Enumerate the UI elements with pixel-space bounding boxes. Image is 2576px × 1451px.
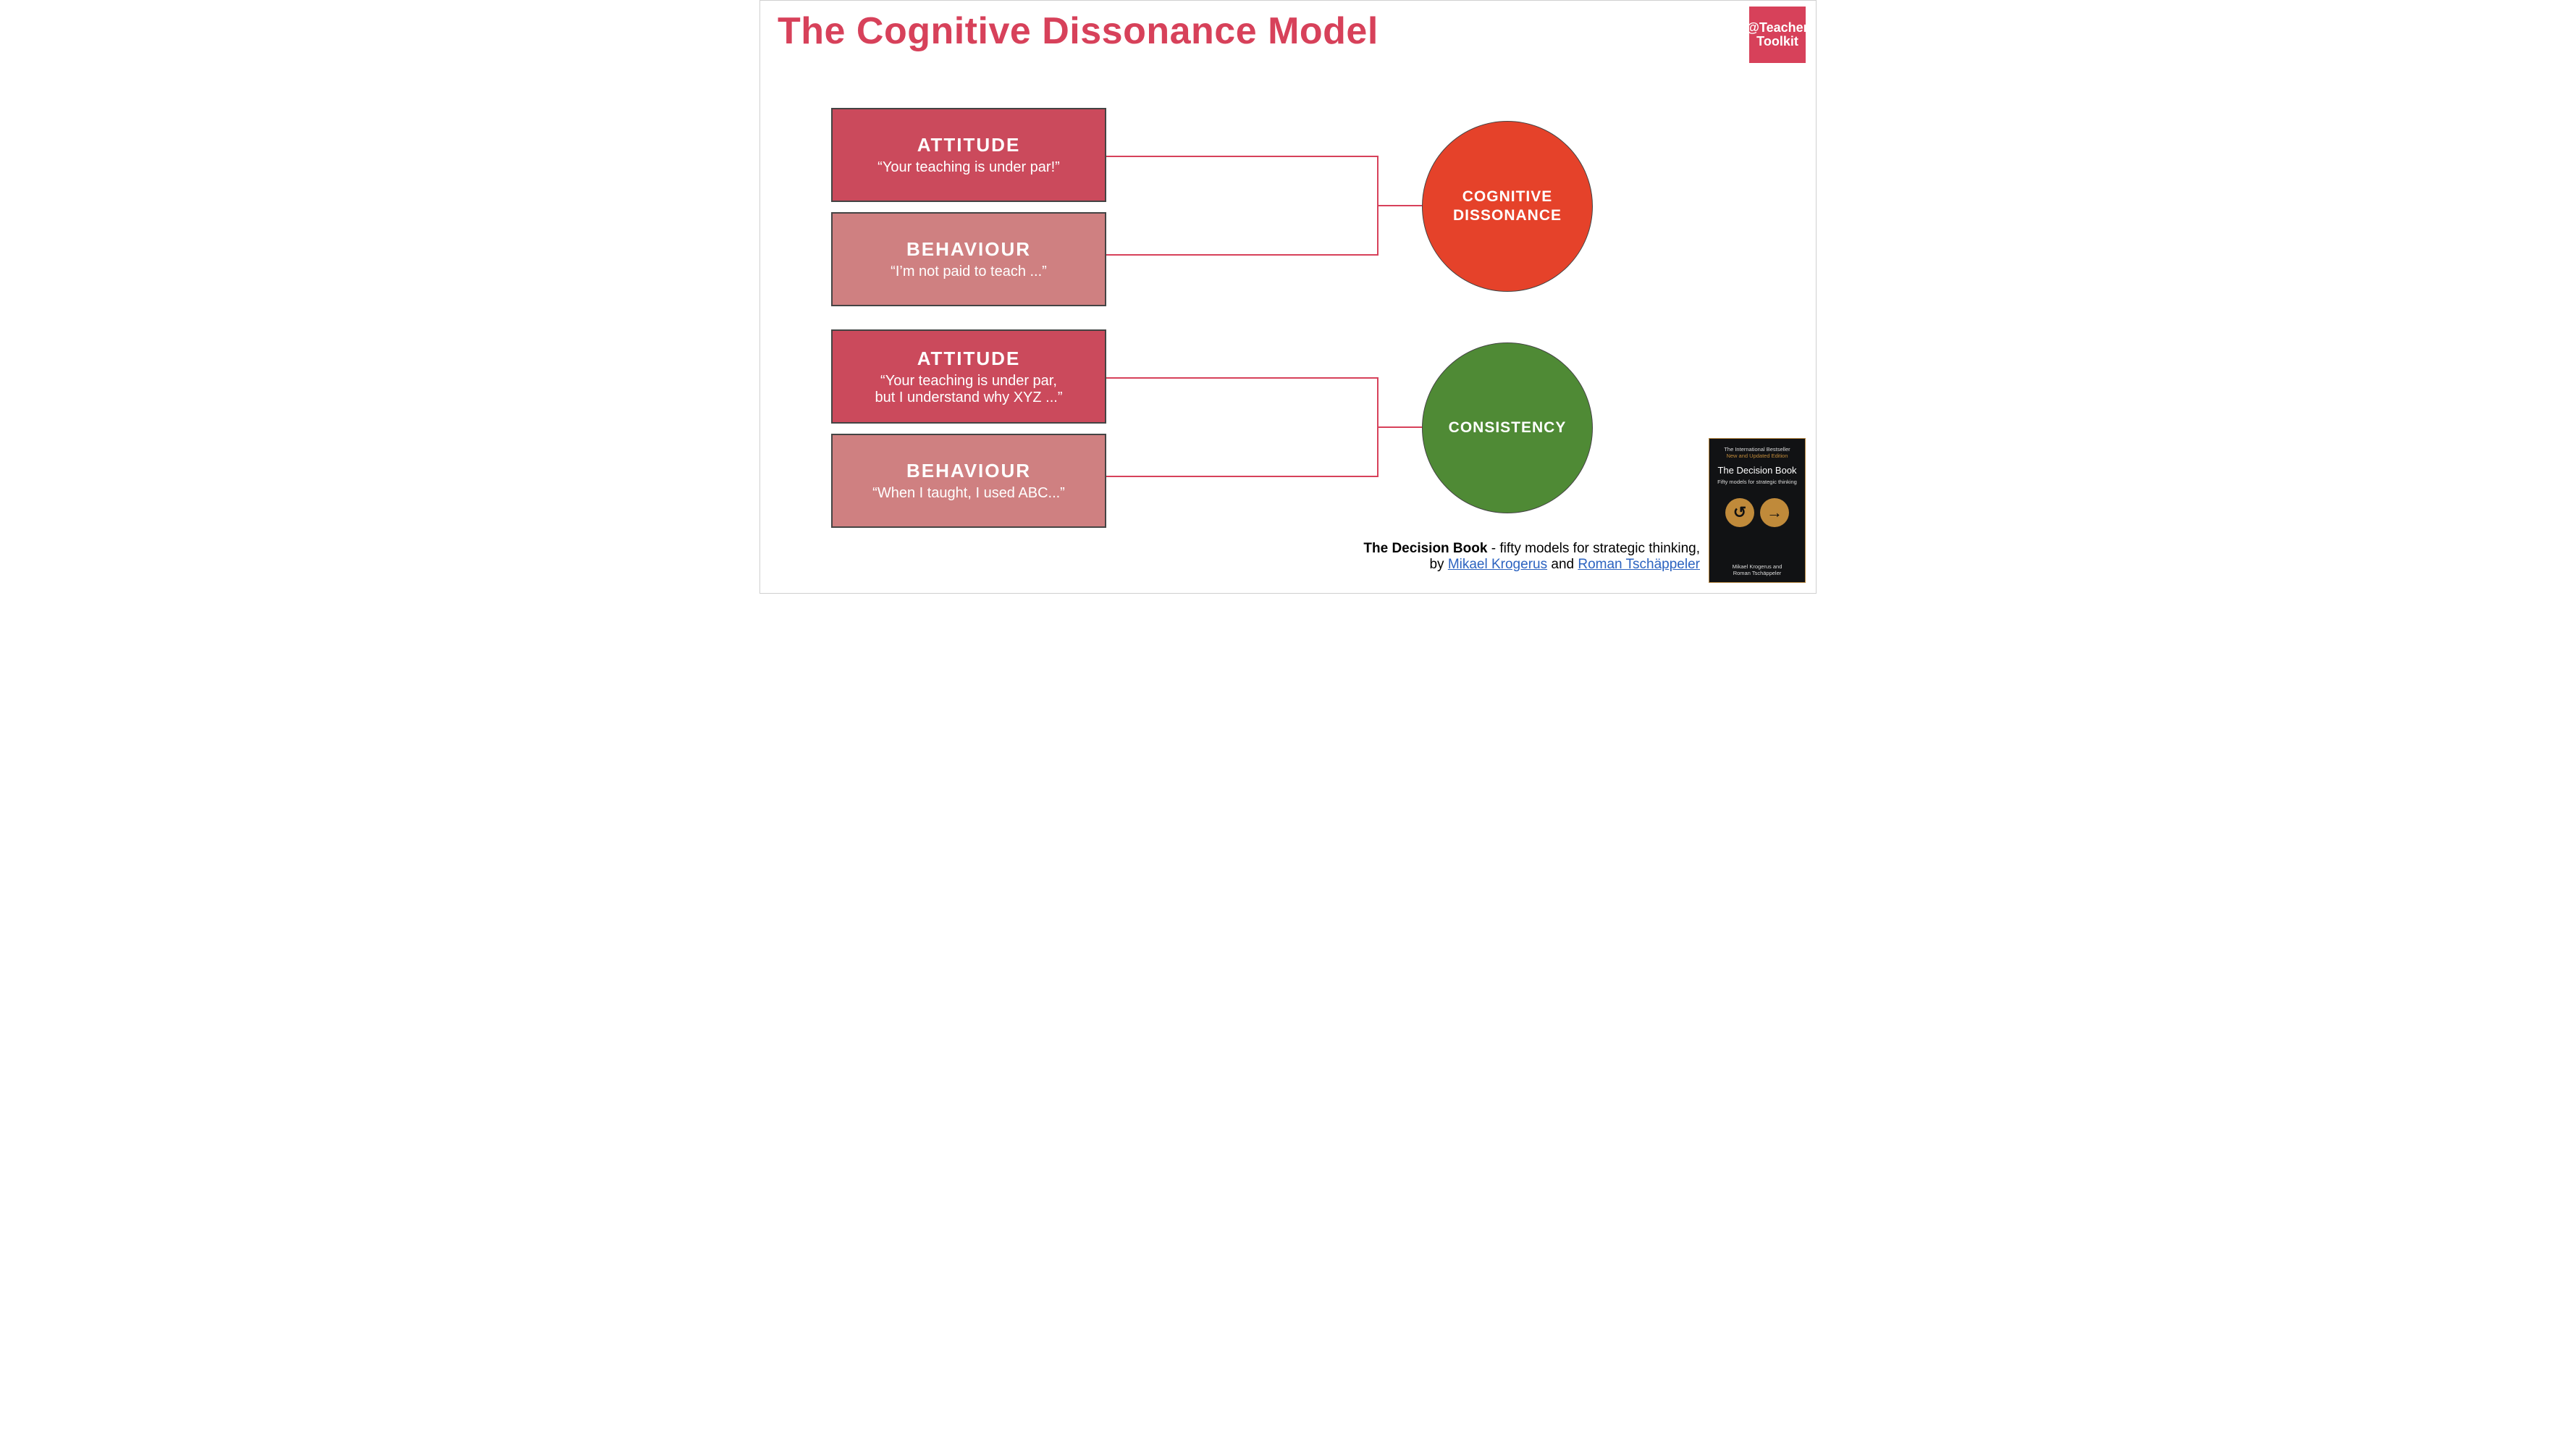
book-cover: The International BestsellerNew and Upda… (1709, 438, 1806, 583)
teacher-toolkit-logo: @TeacherToolkit (1749, 7, 1806, 63)
connector-line (1106, 476, 1377, 477)
arrow-right-icon: → (1760, 498, 1789, 527)
connector-line (1106, 377, 1377, 379)
behaviour-box-2: BEHAVIOUR “When I taught, I used ABC...” (831, 434, 1106, 528)
citation-line1: The Decision Book - fifty models for str… (1363, 541, 1700, 557)
author-link-2[interactable]: Roman Tschäppeler (1578, 557, 1700, 572)
attitude-box-1: ATTITUDE “Your teaching is under par!” (831, 108, 1106, 202)
connector-line (1377, 205, 1422, 206)
box-label: ATTITUDE (917, 134, 1021, 156)
author-link-1[interactable]: Mikael Krogerus (1448, 557, 1547, 572)
consistency-circle: CONSISTENCY (1422, 342, 1593, 513)
citation-book-title: The Decision Book (1363, 541, 1487, 556)
book-title: The Decision Book (1717, 465, 1796, 476)
box-label: BEHAVIOUR (906, 238, 1031, 261)
book-top2: New and Updated Edition (1726, 453, 1788, 459)
connector-line (1377, 426, 1422, 428)
slide-title: The Cognitive Dissonance Model (778, 9, 1379, 53)
cognitive-dissonance-circle: COGNITIVEDISSONANCE (1422, 121, 1593, 292)
book-icons: ↺→ (1725, 498, 1789, 527)
connector-line (1106, 156, 1377, 157)
citation-text: The Decision Book - fifty models for str… (1363, 541, 1700, 573)
book-subtitle: Fifty models for strategic thinking (1717, 479, 1797, 485)
box-label: BEHAVIOUR (906, 460, 1031, 482)
logo-line1: @Teacher (1746, 21, 1808, 35)
attitude-box-2: ATTITUDE “Your teaching is under par,but … (831, 329, 1106, 424)
book-authors: Mikael Krogerus andRoman Tschäppeler (1733, 563, 1782, 576)
book-top1: The International Bestseller (1724, 446, 1790, 453)
refresh-icon: ↺ (1725, 498, 1754, 527)
box-quote: “I’m not paid to teach ...” (891, 264, 1047, 280)
behaviour-box-1: BEHAVIOUR “I’m not paid to teach ...” (831, 212, 1106, 306)
citation-line2: by Mikael Krogerus and Roman Tschäppeler (1363, 557, 1700, 573)
logo-line2: Toolkit (1756, 35, 1798, 49)
box-quote: “Your teaching is under par!” (877, 159, 1060, 176)
box-label: ATTITUDE (917, 348, 1021, 370)
connector-line (1106, 254, 1377, 256)
box-quote: “When I taught, I used ABC...” (872, 485, 1065, 502)
box-quote: “Your teaching is under par,but I unders… (875, 373, 1062, 406)
